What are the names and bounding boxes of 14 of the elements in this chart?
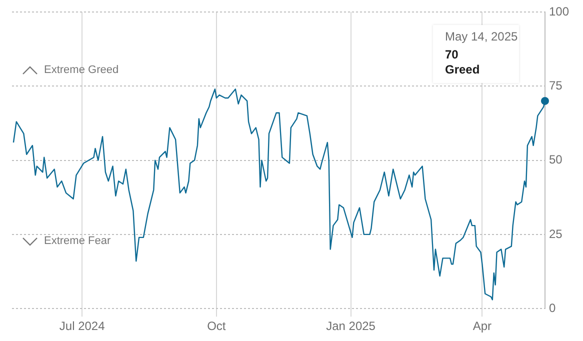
x-tick-label: Apr [472,319,492,334]
annotation: Extreme Greed [44,64,119,76]
y-tick-label: 75 [548,78,563,92]
annotation: May 14, 2025 [444,29,518,44]
annotation: Extreme Fear [44,235,111,247]
annotation: Greed [444,62,480,76]
y-tick-label: 50 [548,152,563,167]
annotation: 70 [444,47,459,62]
x-tick-label: Jan 2025 [326,319,376,334]
x-tick-label: Jul 2024 [59,319,106,334]
y-tick-label: 100 [548,4,570,18]
y-tick-label: 0 [548,300,556,315]
x-tick-label: Oct [207,319,226,334]
y-tick-label: 25 [548,226,563,241]
